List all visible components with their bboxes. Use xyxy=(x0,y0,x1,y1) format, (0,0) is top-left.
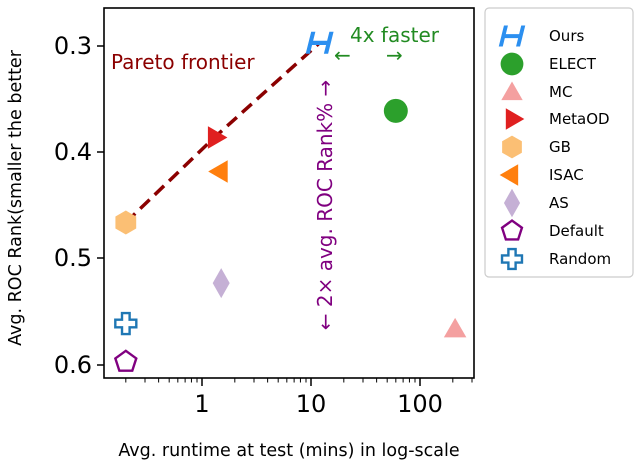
legend-label: ISAC xyxy=(549,166,584,184)
y-tick-label: 0.6 xyxy=(54,351,92,379)
marker-isac xyxy=(208,160,228,183)
marker-as xyxy=(212,268,230,299)
rank-annotation: ← 2× avg. ROC Rank% → xyxy=(313,80,337,331)
legend-marker-mc xyxy=(501,81,523,101)
legend: Ours ELECT MC MetaOD GB ISAC AS Default … xyxy=(484,7,634,278)
x-axis: 1 10 100 xyxy=(125,378,473,418)
legend-frame xyxy=(484,7,634,278)
legend-marker-gb xyxy=(502,135,522,159)
y-tick-label: 0.5 xyxy=(54,244,92,272)
marker-mc xyxy=(443,317,467,338)
faster-label: 4x faster xyxy=(350,23,440,47)
data-markers xyxy=(113,31,467,372)
legend-label: GB xyxy=(549,138,571,156)
marker-metaod xyxy=(207,126,228,149)
legend-marker-metaod xyxy=(505,108,525,130)
y-tick-label: 0.4 xyxy=(54,138,92,166)
x-axis-title: Avg. runtime at test (mins) in log-scale xyxy=(118,441,459,461)
legend-marker-elect xyxy=(500,52,524,76)
marker-default xyxy=(113,349,138,372)
legend-label: MetaOD xyxy=(549,110,610,128)
y-axis: 0.3 0.4 0.5 0.6 xyxy=(54,32,104,379)
legend-label: Default xyxy=(549,222,604,240)
legend-label: MC xyxy=(549,83,572,101)
legend-marker-random xyxy=(500,247,524,271)
marker-ours xyxy=(305,31,334,54)
x-minor-ticks xyxy=(125,378,473,383)
legend-marker-as xyxy=(503,188,521,218)
faster-left-arrow: ← xyxy=(334,43,351,67)
x-tick-label: 100 xyxy=(397,390,443,418)
x-tick-label: 10 xyxy=(296,390,327,418)
marker-gb xyxy=(115,210,137,235)
legend-label: ELECT xyxy=(549,55,597,73)
marker-elect xyxy=(383,98,408,123)
legend-label: AS xyxy=(549,194,569,212)
legend-marker-isac xyxy=(499,164,519,186)
y-tick-label: 0.3 xyxy=(54,32,92,60)
y-axis-title: Avg. ROC Rank(smaller the better xyxy=(6,49,26,346)
legend-label: Random xyxy=(549,250,611,268)
x-tick-label: 1 xyxy=(194,390,209,418)
pareto-frontier-label: Pareto frontier xyxy=(111,50,255,74)
legend-markers xyxy=(498,25,526,271)
legend-marker-default xyxy=(500,219,524,241)
faster-right-arrow: → xyxy=(386,43,403,67)
marker-random xyxy=(114,311,138,336)
legend-marker-ours xyxy=(498,25,526,47)
legend-label: Ours xyxy=(549,27,584,45)
